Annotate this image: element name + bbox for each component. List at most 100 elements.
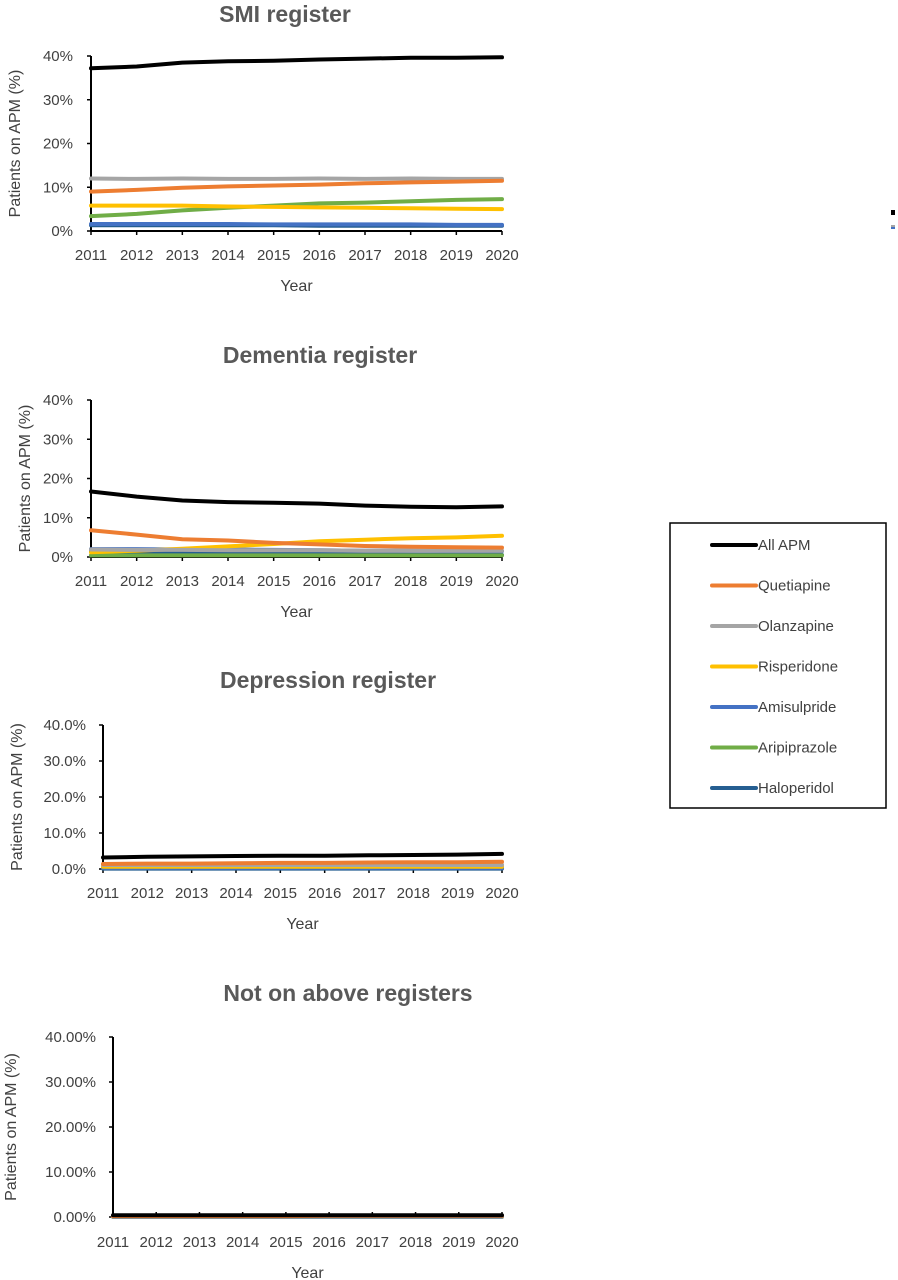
x-tick-label: 2018 [397,885,430,902]
x-tick-label: 2016 [303,573,336,590]
x-tick-label: 2014 [226,1234,259,1251]
x-axis-label: Year [291,1265,324,1280]
series-group [89,489,504,558]
x-tick-label: 2017 [356,1234,389,1251]
legend-label: Risperidone [758,659,838,676]
legend-label: Haloperidol [758,780,834,797]
y-tick-label: 40% [43,392,73,409]
x-tick-label: 2020 [485,573,518,590]
x-axis-label: Year [280,278,313,295]
x-tick-label: 2015 [269,1234,302,1251]
x-tick-label: 2020 [485,1234,518,1251]
x-tick-label: 2020 [485,247,518,264]
x-tick-label: 2019 [442,1234,475,1251]
y-tick-label: 30% [43,431,73,448]
chart-title: Not on above registers [223,980,472,1006]
series-group [101,851,504,871]
x-tick-label: 2014 [219,885,252,902]
y-axis-label: Patients on APM (%) [3,1053,20,1201]
x-tick-label: 2018 [399,1234,432,1251]
series-group [111,1213,504,1219]
series-line-olanzapine [89,547,504,553]
stray-mark-gray [891,225,895,227]
series-line-quetiapine [89,178,504,194]
y-tick-label: 0.0% [52,861,86,878]
x-tick-label: 2014 [211,247,244,264]
stray-mark-blue [891,227,895,229]
x-tick-label: 2019 [441,885,474,902]
x-tick-label: 2015 [257,573,290,590]
legend: All APM Quetiapine Olanzapine Risperidone Am… [669,522,887,809]
legend-label: All APM [758,537,811,554]
y-tick-label: 20.00% [45,1119,96,1136]
chart-title: Dementia register [223,342,417,368]
legend-entry-risperidone: Risperidone [710,659,838,676]
chart-title: Depression register [220,667,436,693]
y-tick-label: 10% [43,510,73,527]
legend-box [669,522,887,809]
series-line-quetiapine [101,859,504,866]
x-tick-label: 2017 [348,573,381,590]
x-tick-label: 2012 [120,573,153,590]
legend-entry-aripiprazole: Aripiprazole [710,740,837,757]
x-tick-label: 2019 [440,247,473,264]
y-tick-label: 0% [51,549,73,566]
x-tick-label: 2019 [440,573,473,590]
series-line-amisulpride [89,222,504,227]
x-tick-label: 2012 [140,1234,173,1251]
charts-root: SMI register 0% 10% 20% 30% 40% 2011 2012 2013 20… [3,1,519,1280]
y-tick-label: 10% [43,179,73,196]
stray-legend-marks [891,210,895,229]
legend-label: Aripiprazole [758,740,837,757]
x-tick-label: 2013 [166,573,199,590]
y-tick-label: 40.0% [43,717,86,734]
x-tick-label: 2011 [75,247,107,264]
legend-entry-amisulpride: Amisulpride [710,699,836,716]
y-axis-label: Patients on APM (%) [7,70,24,218]
series-line-all-apm [89,55,504,71]
legend-label: Quetiapine [758,578,831,595]
y-tick-label: 20% [43,136,73,153]
legend-label: Amisulpride [758,699,836,716]
x-tick-label: 2013 [166,247,199,264]
series-line-quetiapine [89,528,504,550]
x-tick-label: 2016 [312,1234,345,1251]
x-tick-label: 2017 [352,885,385,902]
legend-entry-olanzapine: Olanzapine [710,618,834,635]
y-tick-label: 40.00% [45,1029,96,1046]
y-tick-label: 20% [43,471,73,488]
x-tick-label: 2015 [257,247,290,264]
x-tick-label: 2011 [75,573,107,590]
series-line-all-apm [89,489,504,510]
series-line-risperidone [89,203,504,212]
x-tick-label: 2016 [308,885,341,902]
y-tick-label: 30.00% [45,1074,96,1091]
y-tick-label: 0% [51,223,73,240]
chart-dementia-register: Dementia register 0% 10% 20% 30% 40% 2011 2012 2… [17,342,519,621]
x-tick-label: 2018 [394,573,427,590]
chart-smi-register: SMI register 0% 10% 20% 30% 40% 2011 2012 2013 20… [7,1,519,295]
legend-entries: All APM Quetiapine Olanzapine Risperidone Am… [710,537,838,797]
y-tick-label: 30.0% [43,753,86,770]
series-group [89,55,504,228]
legend-label: Olanzapine [758,618,834,635]
legend-entry-all-apm: All APM [710,537,811,554]
x-tick-label: 2018 [394,247,427,264]
y-tick-label: 40% [43,48,73,65]
x-tick-label: 2014 [211,573,244,590]
chart-title: SMI register [219,1,351,27]
y-tick-label: 10.00% [45,1164,96,1181]
y-axis-label: Patients on APM (%) [17,405,34,553]
series-line-aripiprazole [89,197,504,219]
x-tick-label: 2020 [485,885,518,902]
y-tick-label: 10.0% [43,825,86,842]
x-tick-label: 2013 [175,885,208,902]
y-tick-label: 0.00% [53,1209,96,1226]
chart-not-on-above-registers: Not on above registers 0.00% 10.00% 20.00% 3… [3,980,519,1280]
y-tick-label: 20.0% [43,789,86,806]
x-tick-label: 2016 [303,247,336,264]
x-tick-label: 2012 [120,247,153,264]
x-tick-label: 2017 [348,247,381,264]
stray-mark-black [891,210,895,215]
